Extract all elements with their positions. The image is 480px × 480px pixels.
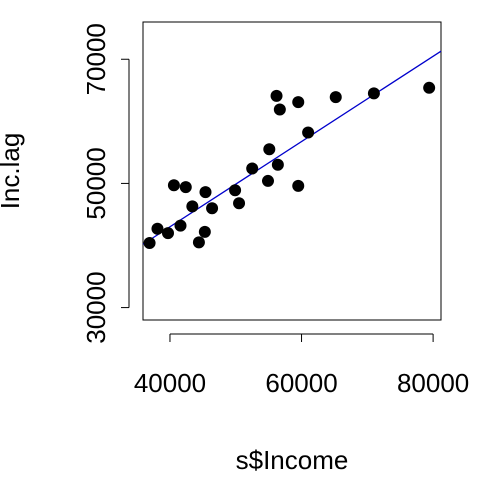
data-point [186, 200, 199, 213]
data-point [199, 186, 212, 199]
x-axis-title: s$Income [236, 445, 349, 475]
data-point [292, 179, 305, 192]
data-point [192, 236, 205, 249]
data-point [367, 87, 380, 100]
regression-line [142, 50, 442, 245]
data-point [229, 184, 242, 197]
x-tick-label: 60000 [265, 368, 337, 398]
data-point [174, 219, 187, 232]
x-axis: 40000 60000 80000 [134, 333, 469, 398]
fit-line-layer [142, 50, 442, 245]
data-point [329, 91, 342, 104]
points-layer [143, 81, 436, 250]
x-tick-label: 40000 [134, 368, 206, 398]
data-point [246, 162, 259, 175]
y-tick-label: 70000 [81, 23, 111, 95]
data-point [198, 225, 211, 238]
y-tick-label: 30000 [81, 271, 111, 343]
data-point [271, 158, 284, 171]
data-point [206, 202, 219, 215]
data-point [261, 174, 274, 187]
data-point [167, 179, 180, 192]
data-point [179, 181, 192, 194]
data-point [263, 143, 276, 156]
data-point [161, 227, 174, 240]
data-point [292, 96, 305, 109]
data-point [151, 222, 164, 235]
data-point [273, 103, 286, 116]
y-axis: 30000 50000 70000 [81, 23, 130, 344]
data-point [143, 237, 156, 250]
data-point [302, 126, 315, 139]
data-point [233, 197, 246, 210]
plot-box [142, 21, 442, 321]
data-point [270, 89, 283, 102]
x-tick-label: 80000 [397, 368, 469, 398]
data-point [423, 81, 436, 94]
y-axis-title: Inc.lag [0, 133, 25, 210]
y-tick-label: 50000 [81, 147, 111, 219]
